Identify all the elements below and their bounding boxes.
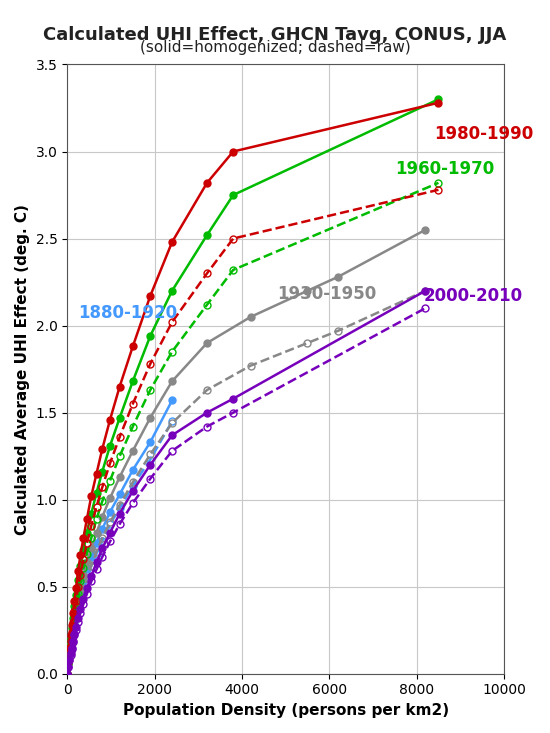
Y-axis label: Calculated Average UHI Effect (deg. C): Calculated Average UHI Effect (deg. C) xyxy=(15,204,30,534)
Text: 2000-2010: 2000-2010 xyxy=(423,287,522,305)
Text: 1930-1950: 1930-1950 xyxy=(277,285,376,303)
Text: Calculated UHI Effect, GHCN Tavg, CONUS, JJA: Calculated UHI Effect, GHCN Tavg, CONUS,… xyxy=(43,26,507,44)
X-axis label: Population Density (persons per km2): Population Density (persons per km2) xyxy=(123,703,449,718)
Text: 1980-1990: 1980-1990 xyxy=(434,125,534,143)
Text: 1960-1970: 1960-1970 xyxy=(395,160,494,178)
Text: (solid=homogenized; dashed=raw): (solid=homogenized; dashed=raw) xyxy=(140,40,410,55)
Text: 1880-1920: 1880-1920 xyxy=(78,304,177,323)
